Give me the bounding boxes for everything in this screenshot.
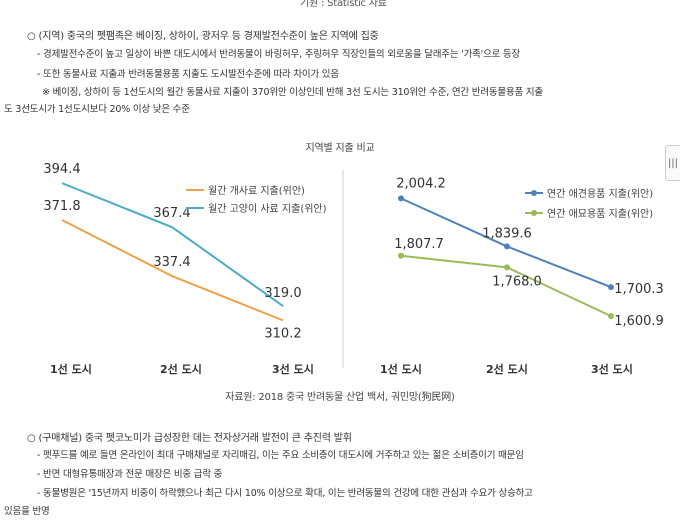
data-label: 1,839.6 [482, 226, 532, 241]
data-label: 371.8 [43, 199, 80, 214]
legend-marker [531, 190, 537, 196]
category-label: 2선 도시 [486, 362, 528, 376]
legend-marker [531, 210, 537, 216]
data-label: 1,600.9 [614, 314, 664, 329]
note-text-cont: 도 3선도시가 1선도시보다 20% 이상 낮은 수준 [4, 104, 190, 115]
data-point [608, 284, 614, 291]
bullet-text: - 경제발전수준이 높고 일상이 바쁜 대도시에서 반려동물이 바링허우, 주링… [37, 49, 521, 60]
data-label: 2,004.2 [396, 176, 446, 191]
legend-label: 월간 개사료 지출(위안) [208, 184, 305, 197]
note-text: ※ 베이징, 상하이 등 1선도시의 월간 동물사료 지출이 370위안 이상인… [42, 87, 543, 98]
top-cut-caption: 기원 : Statistic 자료 [300, 0, 387, 9]
data-label: 367.4 [153, 206, 190, 221]
series-line [61, 182, 284, 307]
data-point [608, 313, 614, 320]
data-label: 310.2 [264, 326, 301, 341]
series-line [61, 219, 284, 322]
category-label: 1선 도시 [380, 362, 422, 376]
data-label: 1,768.0 [492, 274, 542, 289]
data-point [398, 252, 404, 259]
section-heading-channel: ○ (구매채널) 중국 펫코노미가 급성장한 데는 전자상거래 발전이 큰 추진… [27, 433, 352, 444]
menu-bars-icon[interactable]: ||| [665, 145, 680, 181]
bullet-text-cont: 있음을 반영 [4, 506, 50, 517]
data-point [504, 264, 510, 271]
legend-label: 월간 고양이 사료 지출(위안) [208, 202, 327, 215]
bullet-text: - 펫푸드를 예로 들면 온라인이 최대 구매채널로 자리매김, 이는 주요 소… [37, 450, 524, 461]
data-label: 394.4 [43, 162, 80, 177]
category-label: 3선 도시 [591, 362, 633, 376]
chart-title: 지역별 지출 비교 [305, 143, 375, 154]
data-point [398, 195, 404, 202]
source-caption: 자료원: 2018 중국 반려동물 산업 백서, 궈민망(狗民网) [225, 392, 455, 403]
data-point [504, 243, 510, 250]
legend-label: 연간 애묘용품 지출(위안) [547, 207, 653, 220]
category-label: 1선 도시 [50, 362, 92, 376]
bullet-text: - 반면 대형유통매장과 전문 매장은 비중 급락 중 [37, 469, 223, 480]
legend-label: 연간 애견용품 지출(위안) [547, 187, 653, 200]
data-label: 1,700.3 [614, 282, 664, 297]
section-heading-region: ○ (지역) 중국의 펫팸족은 베이징, 상하이, 광저우 등 경제발전수준이 … [27, 31, 379, 42]
category-label: 3선 도시 [272, 362, 314, 376]
bullet-text: - 또한 동물사료 지출과 반려동물용품 지출도 도시발전수준에 따라 차이가 … [37, 69, 339, 80]
data-label: 1,807.7 [394, 237, 444, 252]
category-label: 2선 도시 [160, 362, 202, 376]
data-label: 337.4 [153, 255, 190, 270]
data-label: 319.0 [264, 286, 301, 301]
bullet-text: - 동물병원은 '15년까지 비중이 하락했으나 최근 다시 10% 이상으로 … [37, 488, 533, 499]
